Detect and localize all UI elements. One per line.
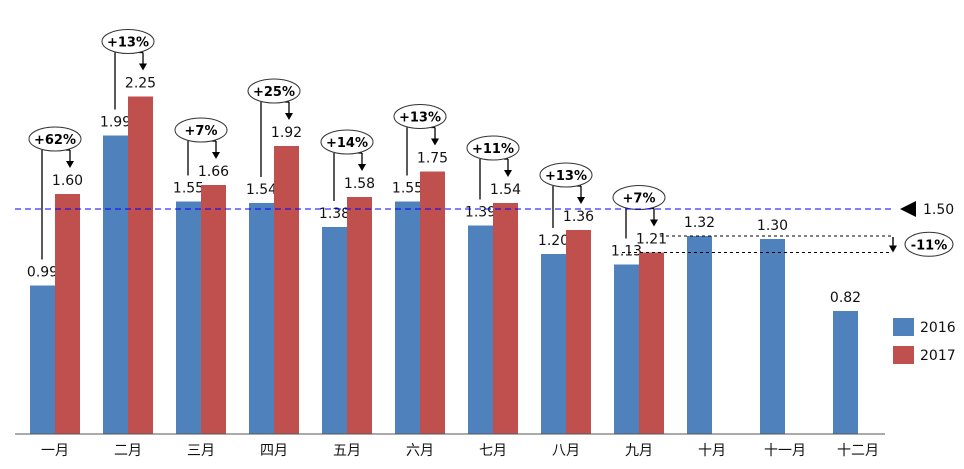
- bar-2017-5: [347, 197, 372, 434]
- value-label-2016: 1.30: [757, 218, 788, 234]
- bar-2016-3: [176, 201, 201, 434]
- growth-annotation: +25%: [253, 85, 295, 100]
- growth-annotation: +62%: [34, 133, 76, 148]
- x-axis: 一月 二月 三月 四月 五月 六月 七月 八月 九月 十月 十一月 十二月: [15, 433, 885, 459]
- growth-annotation: +7%: [185, 124, 218, 139]
- bar-2017-8: [566, 230, 591, 434]
- bar-2017-7: [493, 203, 518, 434]
- arrow-head-icon: [139, 63, 147, 71]
- category-label: 六月: [406, 443, 434, 459]
- arrow-head-icon: [431, 138, 439, 146]
- arrow-head-icon: [650, 219, 658, 227]
- growth-callout-ellipse: [393, 104, 447, 129]
- bar-2016-7: [468, 225, 493, 434]
- growth-callout-ellipse: [101, 29, 155, 54]
- legend-label-2016: 2016: [920, 320, 956, 336]
- legend: 2016 2017: [893, 318, 956, 364]
- arrow-head-icon: [358, 164, 366, 171]
- value-label-2016: 0.99: [27, 265, 58, 281]
- reference-value-label: 1.50: [923, 202, 954, 218]
- bar-2017-9: [639, 252, 664, 434]
- legend-swatch-2016: [893, 318, 914, 336]
- value-label-2016: 1.38: [319, 206, 350, 222]
- category-label: 三月: [187, 443, 215, 459]
- bar-2016-6: [395, 201, 420, 434]
- growth-callout-ellipse: [247, 78, 301, 104]
- category-label: 十月: [698, 443, 726, 459]
- growth-annotation: +14%: [326, 136, 368, 151]
- value-label-2016: 1.99: [100, 115, 131, 131]
- legend-swatch-2017: [893, 346, 914, 364]
- value-label-2017: 1.60: [52, 173, 83, 189]
- category-label: 二月: [114, 443, 142, 459]
- category-label: 五月: [333, 443, 361, 459]
- growth-callout-ellipse: [320, 129, 374, 155]
- growth-callout-ellipse: [466, 135, 520, 161]
- value-label-2017: 1.58: [344, 176, 375, 192]
- bar-2016-5: [322, 227, 347, 434]
- value-label-2017: 1.36: [563, 209, 594, 225]
- arrow-head-icon: [285, 113, 293, 120]
- bar-2016-11: [760, 239, 785, 434]
- arrow-head-icon: [504, 170, 512, 177]
- value-label-2016: 0.82: [830, 290, 861, 306]
- bar-2016-10: [687, 236, 712, 434]
- growth-annotation: +13%: [545, 169, 587, 184]
- legend-label-2017: 2017: [920, 348, 956, 364]
- growth-callout-ellipse: [174, 117, 228, 143]
- bar-2017-1: [55, 194, 80, 434]
- value-label-2017: 1.66: [198, 164, 229, 180]
- arrow-down-icon: [889, 245, 897, 253]
- value-label-2017: 1.92: [271, 125, 302, 141]
- category-label: 十一月: [764, 443, 806, 459]
- bar-2016-1: [30, 285, 55, 434]
- change-callout-ellipse: [904, 231, 954, 257]
- value-label-2017: 2.25: [125, 76, 156, 92]
- value-label-2017: 1.75: [417, 151, 448, 167]
- value-label-2017: 1.21: [636, 232, 667, 248]
- growth-callout-ellipse: [28, 126, 82, 152]
- bar-2017-6: [420, 171, 445, 434]
- bars-group: 0.991.601.992.251.551.661.541.921.381.58…: [27, 76, 861, 434]
- category-label: 七月: [479, 443, 507, 459]
- arrow-head-icon: [212, 152, 220, 159]
- annotations-group: +62% +13% +7% +25% +14% +13% +11% +13% +7%: [28, 29, 666, 260]
- bar-2016-8: [541, 254, 566, 434]
- bar-2017-2: [128, 96, 153, 434]
- growth-annotation: +13%: [107, 36, 149, 51]
- value-label-2016: 1.20: [538, 233, 569, 249]
- growth-annotation: +7%: [623, 192, 656, 207]
- value-label-2016: 1.55: [173, 181, 204, 197]
- bar-2016-2: [103, 135, 128, 434]
- growth-annotation: +11%: [472, 142, 514, 157]
- growth-callout-ellipse: [539, 162, 593, 188]
- category-label: 八月: [552, 443, 580, 459]
- value-label-2016: 1.39: [465, 205, 496, 221]
- value-label-2016: 1.54: [246, 182, 277, 198]
- arrow-head-icon: [577, 197, 585, 204]
- category-label: 九月: [625, 443, 653, 459]
- change-annotation: -11%: [911, 238, 948, 253]
- growth-annotation: +13%: [399, 111, 441, 126]
- value-label-2017: 1.54: [490, 182, 521, 198]
- bar-2016-12: [833, 311, 858, 434]
- bar-2017-3: [201, 185, 226, 434]
- value-label-2016: 1.55: [392, 181, 423, 197]
- value-label-2016: 1.13: [611, 244, 642, 260]
- category-label: 四月: [260, 443, 288, 459]
- value-label-2016: 1.32: [684, 215, 715, 231]
- category-label: 十二月: [837, 443, 879, 459]
- reference-marker-icon: [900, 201, 916, 217]
- bar-2017-4: [274, 146, 299, 434]
- bar-2016-4: [249, 203, 274, 434]
- category-label: 一月: [41, 443, 69, 459]
- reference-line-group: 1.50 -11%: [15, 201, 954, 257]
- arrow-head-icon: [66, 161, 74, 168]
- bar-2016-9: [614, 264, 639, 434]
